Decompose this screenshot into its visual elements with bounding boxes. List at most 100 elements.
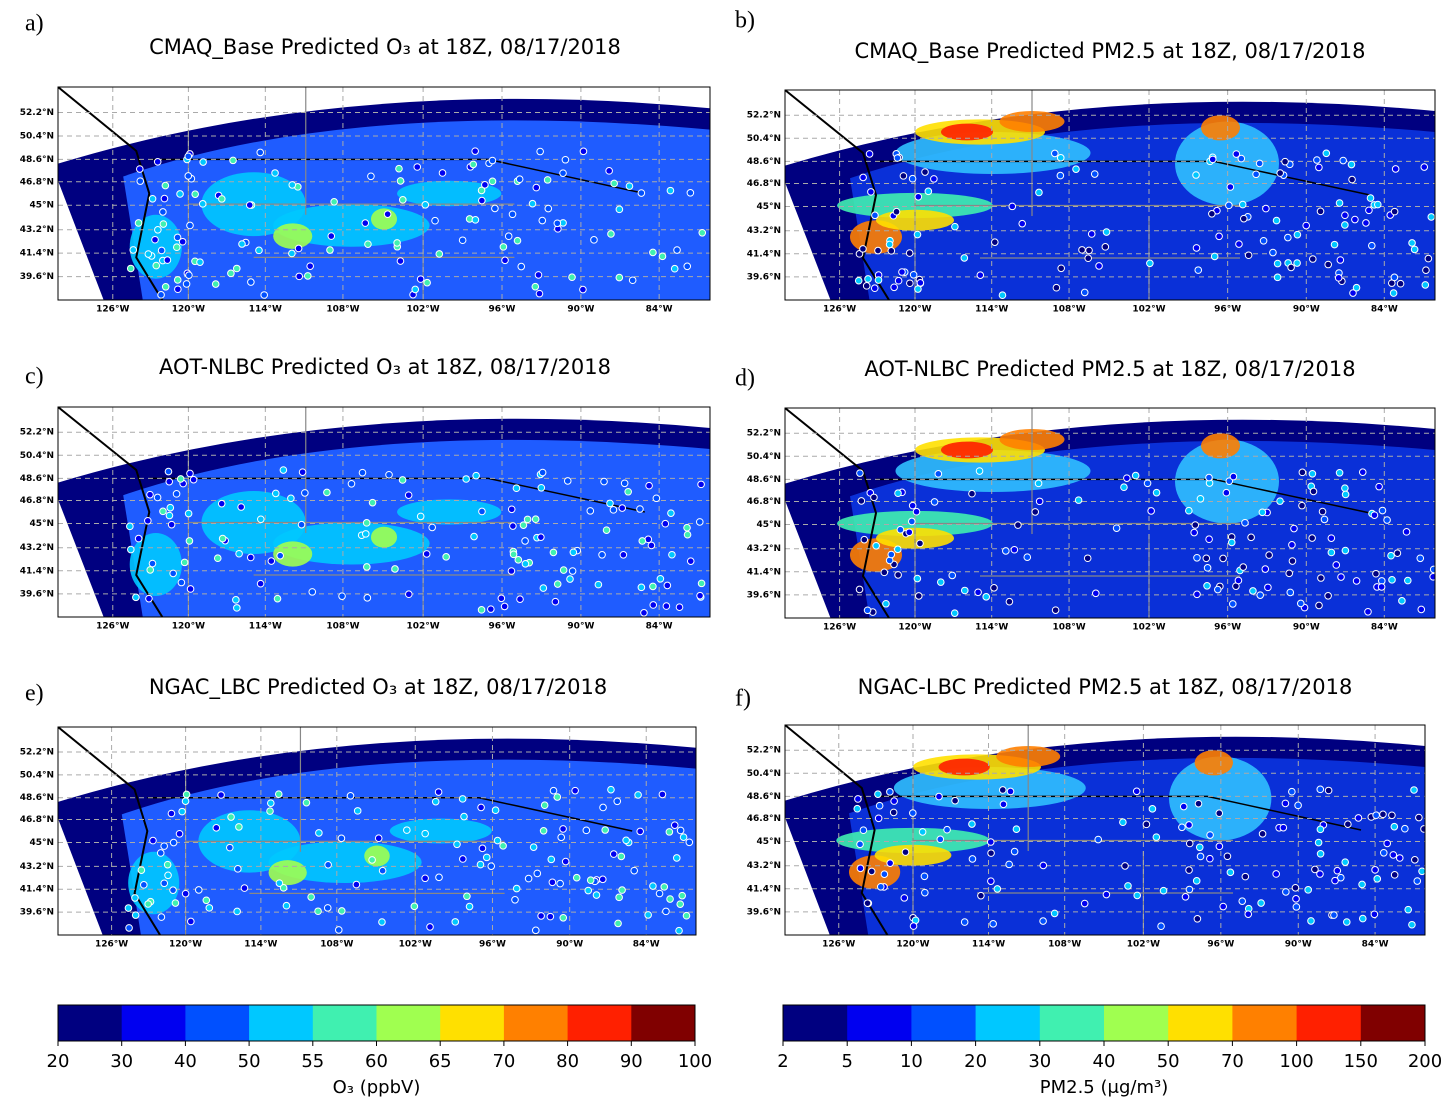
lat-tick-label: 45°N [29, 201, 54, 211]
lat-tick-label: 41.4°N [747, 567, 781, 577]
station [896, 525, 905, 534]
station [324, 860, 332, 869]
station [1395, 854, 1404, 862]
station [157, 246, 166, 255]
station [1393, 549, 1402, 557]
station [1341, 221, 1349, 229]
station [857, 497, 866, 505]
station [378, 866, 387, 875]
station [1035, 188, 1043, 197]
station [867, 188, 875, 196]
station [287, 494, 295, 503]
station [146, 566, 155, 574]
station [1390, 871, 1399, 879]
station [173, 233, 182, 242]
station [185, 537, 194, 545]
station [1427, 213, 1435, 221]
station [598, 551, 606, 559]
station [1335, 468, 1344, 477]
colorbar-tick-label: 40 [174, 1051, 197, 1072]
station [362, 519, 371, 527]
station [537, 483, 546, 492]
colorbar-tick-label: 10 [900, 1051, 923, 1072]
station [667, 509, 675, 517]
station [504, 232, 513, 241]
station [161, 282, 170, 291]
station [1347, 160, 1356, 169]
station [551, 597, 560, 606]
station [131, 894, 139, 902]
lon-tick-label: 126°W [96, 622, 129, 632]
station [165, 477, 174, 486]
station [361, 530, 370, 538]
lat-tick-label: 48.6°N [747, 475, 781, 485]
colorbar-segment [911, 1005, 977, 1041]
station [421, 874, 429, 883]
station [233, 907, 241, 916]
station [921, 168, 929, 176]
station [428, 523, 436, 532]
station [1313, 156, 1321, 164]
station [413, 163, 422, 171]
station [1417, 605, 1426, 614]
lon-tick-label: 108°W [326, 305, 359, 315]
station [1288, 787, 1296, 796]
station [218, 534, 227, 543]
station [1341, 211, 1349, 220]
station [913, 230, 922, 239]
station [260, 291, 268, 299]
station [298, 468, 307, 476]
lon-tick-label: 90°W [1293, 623, 1320, 633]
lon-tick-label: 84°W [1371, 305, 1398, 315]
station [405, 590, 413, 599]
station [431, 797, 440, 806]
colorbar-segment [121, 1005, 186, 1041]
station [416, 512, 425, 521]
station [1215, 809, 1224, 818]
station [176, 475, 185, 483]
station [999, 800, 1008, 809]
frame [57, 726, 697, 936]
station [367, 172, 375, 181]
station [462, 475, 470, 483]
station [1131, 471, 1140, 480]
station [1388, 576, 1396, 584]
station [1215, 232, 1223, 241]
station [1210, 252, 1219, 261]
station [676, 826, 685, 835]
station [609, 850, 618, 858]
station [1239, 563, 1248, 571]
station [968, 855, 977, 863]
station [615, 273, 624, 282]
lon-tick-label: 84°W [1371, 623, 1398, 633]
station [1390, 273, 1399, 282]
station [187, 917, 195, 926]
station [1324, 786, 1333, 795]
station [1292, 903, 1301, 911]
station [165, 511, 174, 520]
station [393, 239, 401, 247]
colorbar-tick-label: 20 [47, 1051, 70, 1072]
lon-tick-label: 96°W [1214, 305, 1241, 315]
station [1351, 215, 1359, 224]
station [246, 553, 255, 562]
station [571, 786, 579, 795]
station [1390, 207, 1399, 216]
station [1403, 576, 1412, 585]
station [499, 842, 507, 850]
station [899, 172, 908, 180]
station [607, 785, 615, 794]
station [924, 187, 933, 196]
station [1084, 254, 1092, 263]
station [1010, 847, 1019, 856]
station [521, 537, 529, 545]
station [875, 801, 884, 810]
border [876, 478, 1371, 514]
station [275, 879, 284, 887]
station [164, 467, 173, 476]
lon-tick-label: 120°W [898, 623, 931, 633]
station [1327, 534, 1336, 542]
station [323, 904, 332, 912]
station [1337, 573, 1345, 581]
station [854, 276, 863, 285]
